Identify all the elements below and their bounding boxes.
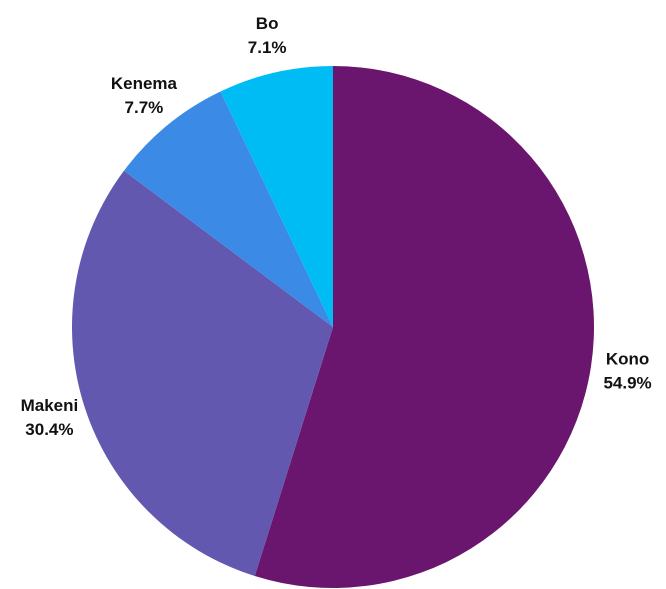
slice-label: Kenema (111, 74, 178, 93)
slice-value: 54.9% (603, 374, 651, 393)
slice-label: Kono (606, 350, 649, 369)
pie-slice (254, 66, 595, 589)
slice-value: 30.4% (25, 420, 73, 439)
slice-label: Bo (256, 14, 279, 33)
pie-slice (220, 66, 333, 327)
slice-label: Makeni (21, 396, 79, 415)
slice-value: 7.7% (125, 98, 164, 117)
pie-slice (71, 170, 333, 576)
pie-slice (123, 91, 333, 327)
slice-value: 7.1% (248, 38, 287, 57)
